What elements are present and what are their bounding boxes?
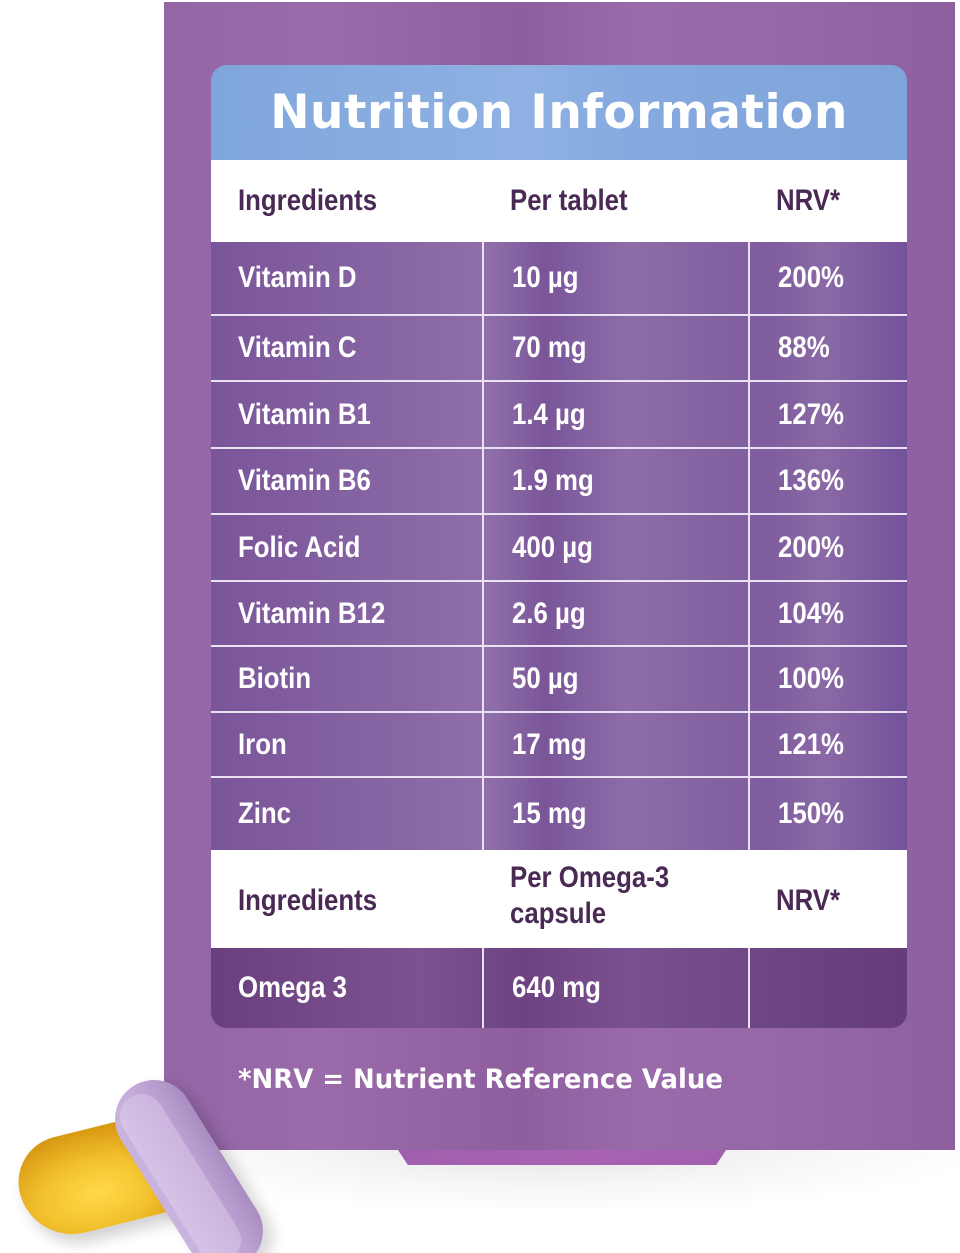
cell-amount: 1.9 mg — [482, 449, 748, 513]
table-row: Vitamin B12 2.6 µg 104% — [211, 582, 907, 647]
table-row: Biotin 50 µg 100% — [211, 647, 907, 713]
table-row: Iron 17 mg 121% — [211, 713, 907, 778]
cell-ingredient: Omega 3 — [238, 971, 347, 1004]
table-header-tablet: Ingredients Per tablet NRV* — [211, 160, 907, 242]
nutrition-table: Nutrition Information Ingredients Per ta… — [211, 65, 907, 1028]
table-title-bar: Nutrition Information — [211, 65, 907, 160]
cell-nrv: 88% — [748, 316, 907, 380]
cell-ingredient: Zinc — [238, 797, 292, 830]
cell-amount: 17 mg — [482, 713, 748, 776]
table-row: Folic Acid 400 µg 200% — [211, 515, 907, 582]
cell-nrv: 200% — [748, 515, 907, 580]
cell-ingredient: Folic Acid — [238, 530, 361, 564]
table-row: Vitamin D 10 µg 200% — [211, 242, 907, 316]
table-header-omega: Ingredients Per Omega-3 capsule NRV* — [211, 850, 907, 948]
header-per-capsule-line1: Per Omega-3 — [510, 861, 670, 894]
table-row: Omega 3 640 mg — [211, 948, 907, 1028]
cell-nrv: 127% — [748, 382, 907, 447]
cell-amount: 15 mg — [482, 778, 748, 850]
table-row: Vitamin C 70 mg 88% — [211, 316, 907, 382]
box-bottom-tab — [398, 1150, 726, 1165]
cell-nrv: 100% — [748, 647, 907, 711]
cell-ingredient: Vitamin B12 — [238, 596, 386, 630]
cell-nrv: 104% — [748, 582, 907, 645]
cell-amount: 640 mg — [482, 948, 748, 1028]
cell-ingredient: Vitamin B6 — [238, 464, 371, 497]
cell-ingredient: Biotin — [238, 662, 312, 695]
cell-ingredient: Vitamin B1 — [238, 397, 371, 431]
header-ingredients: Ingredients — [238, 184, 378, 217]
table-row: Vitamin B1 1.4 µg 127% — [211, 382, 907, 449]
cell-ingredient: Iron — [238, 727, 287, 761]
cell-amount: 70 mg — [482, 316, 748, 380]
cell-nrv: 121% — [748, 713, 907, 776]
header-nrv: NRV* — [776, 184, 841, 217]
cell-amount: 10 µg — [482, 242, 748, 314]
cell-ingredient: Vitamin C — [238, 331, 357, 364]
cell-nrv: 136% — [748, 449, 907, 513]
cell-amount: 400 µg — [482, 515, 748, 580]
header-nrv: NRV* — [776, 884, 841, 917]
table-row: Zinc 15 mg 150% — [211, 778, 907, 850]
header-per-tablet: Per tablet — [510, 184, 628, 217]
cell-nrv — [748, 948, 907, 1028]
header-per-capsule-line2: capsule — [510, 897, 607, 930]
cell-nrv: 150% — [748, 778, 907, 850]
cell-ingredient: Vitamin D — [238, 261, 357, 294]
nrv-footnote: *NRV = Nutrient Reference Value — [238, 1064, 723, 1095]
cell-amount: 2.6 µg — [482, 582, 748, 645]
header-ingredients: Ingredients — [238, 884, 378, 917]
table-title: Nutrition Information — [270, 85, 848, 140]
cell-amount: 50 µg — [482, 647, 748, 711]
cell-amount: 1.4 µg — [482, 382, 748, 447]
header-per-capsule: Per Omega-3 capsule — [510, 860, 669, 932]
table-row: Vitamin B6 1.9 mg 136% — [211, 449, 907, 515]
cell-nrv: 200% — [748, 242, 907, 314]
